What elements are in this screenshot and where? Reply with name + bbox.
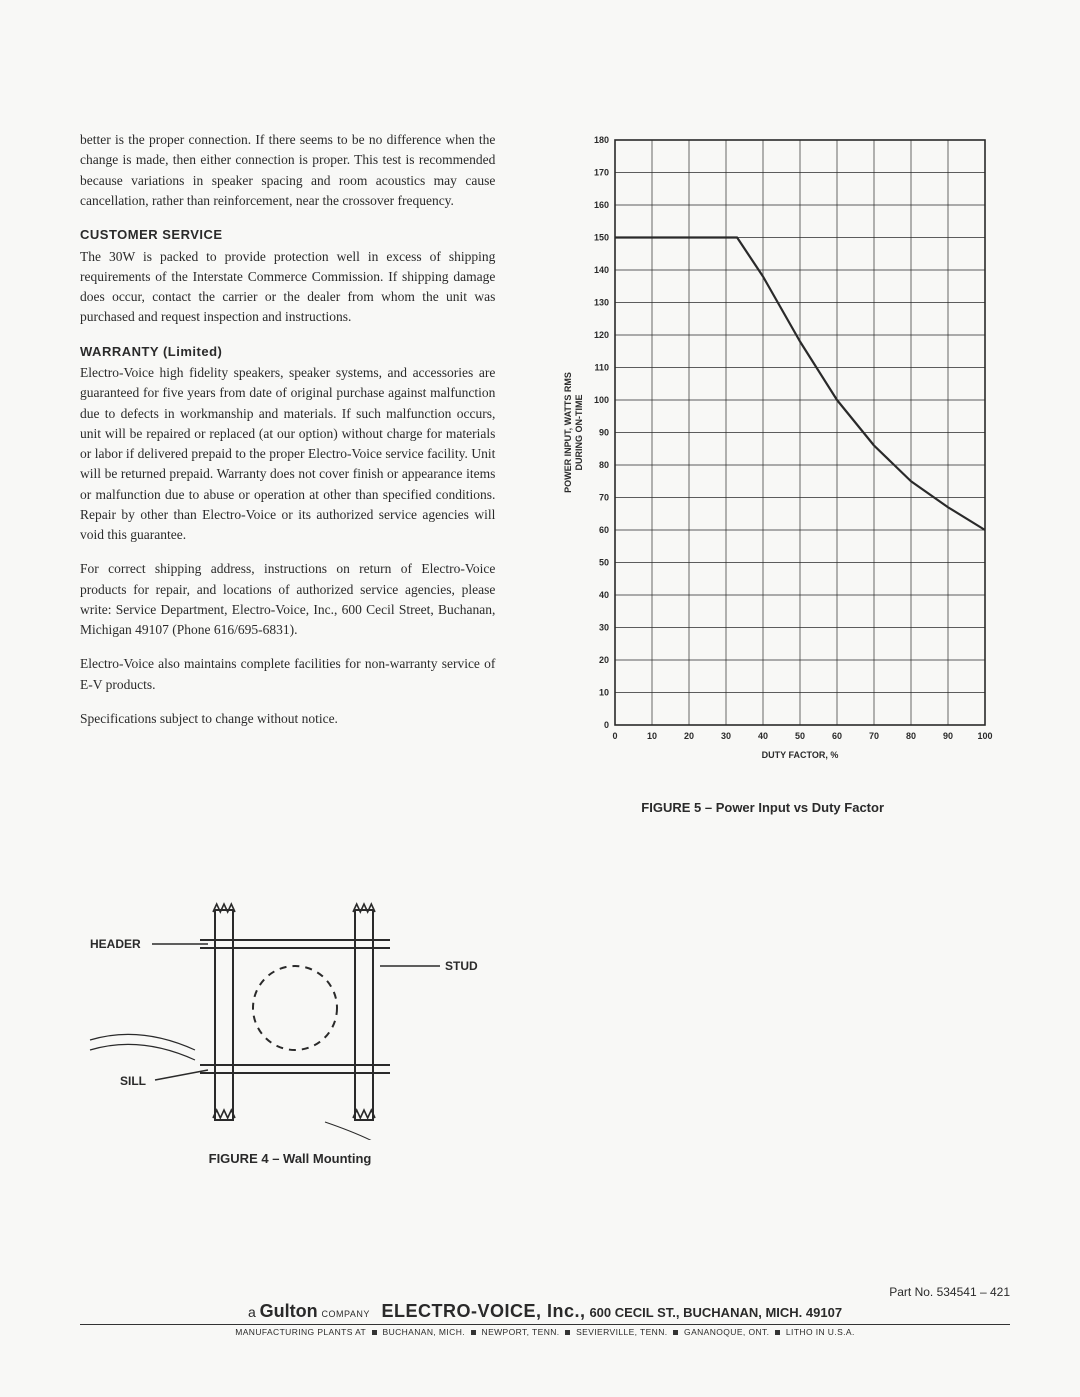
page-footer: Part No. 534541 – 421 a Gulton COMPANY E… xyxy=(80,1285,1010,1337)
svg-text:10: 10 xyxy=(599,688,609,698)
footer-plants-line: MANUFACTURING PLANTS AT BUCHANAN, MICH. … xyxy=(80,1327,1010,1337)
svg-text:70: 70 xyxy=(869,731,879,741)
main-columns: better is the proper connection. If ther… xyxy=(80,130,1000,815)
customer-service-heading: CUSTOMER SERVICE xyxy=(80,225,495,245)
figure5-chart: 0 10 20 30 40 50 60 70 80 90 100 0 10 20 30 40 50 60 70 80 9… xyxy=(555,130,995,780)
gulton-brand: Gulton xyxy=(260,1301,318,1321)
svg-text:100: 100 xyxy=(978,731,993,741)
svg-text:30: 30 xyxy=(599,623,609,633)
warranty-paragraph-2: For correct shipping address, instructio… xyxy=(80,559,495,640)
svg-text:90: 90 xyxy=(599,428,609,438)
warranty-heading: WARRANTY (Limited) xyxy=(80,342,495,362)
electro-voice-brand: ELECTRO-VOICE, Inc., xyxy=(382,1301,586,1321)
svg-text:DURING ON-TIME: DURING ON-TIME xyxy=(574,395,584,471)
svg-text:80: 80 xyxy=(599,460,609,470)
warranty-paragraph-1: Electro-Voice high fidelity speakers, sp… xyxy=(80,363,495,545)
svg-text:40: 40 xyxy=(758,731,768,741)
figure5-caption: FIGURE 5 – Power Input vs Duty Factor xyxy=(525,800,1000,815)
svg-text:120: 120 xyxy=(594,330,609,340)
svg-text:60: 60 xyxy=(832,731,842,741)
intro-paragraph: better is the proper connection. If ther… xyxy=(80,130,495,211)
footer-address: 600 CECIL ST., BUCHANAN, MICH. 49107 xyxy=(589,1305,842,1320)
wall-mounting-diagram: HEADER STUD SILL xyxy=(80,890,500,1140)
svg-text:0: 0 xyxy=(604,720,609,730)
svg-text:180: 180 xyxy=(594,135,609,145)
svg-text:50: 50 xyxy=(599,558,609,568)
svg-text:HEADER: HEADER xyxy=(90,937,141,951)
svg-text:170: 170 xyxy=(594,168,609,178)
svg-text:POWER INPUT, WATTS RMS: POWER INPUT, WATTS RMS xyxy=(563,372,573,493)
figure4-diagram: HEADER STUD SILL FIGURE 4 – Wall Mounting xyxy=(80,890,500,1170)
svg-text:20: 20 xyxy=(684,731,694,741)
right-chart-column: 0 10 20 30 40 50 60 70 80 90 100 0 10 20 30 40 50 60 70 80 9… xyxy=(525,130,1000,815)
svg-text:130: 130 xyxy=(594,298,609,308)
footer-main-line: a Gulton COMPANY ELECTRO-VOICE, Inc., 60… xyxy=(80,1301,1010,1325)
svg-text:20: 20 xyxy=(599,655,609,665)
svg-text:40: 40 xyxy=(599,590,609,600)
svg-text:10: 10 xyxy=(647,731,657,741)
svg-text:110: 110 xyxy=(595,363,610,373)
warranty-paragraph-3: Electro-Voice also maintains complete fa… xyxy=(80,654,495,695)
figure4-caption: FIGURE 4 – Wall Mounting xyxy=(80,1151,500,1166)
svg-text:100: 100 xyxy=(594,395,609,405)
part-number: Part No. 534541 – 421 xyxy=(80,1285,1010,1299)
svg-text:50: 50 xyxy=(795,731,805,741)
svg-text:160: 160 xyxy=(594,200,609,210)
footer-prefix-a: a xyxy=(248,1304,256,1320)
svg-text:150: 150 xyxy=(594,233,609,243)
document-page: better is the proper connection. If ther… xyxy=(0,0,1080,1397)
svg-text:30: 30 xyxy=(721,731,731,741)
svg-text:90: 90 xyxy=(943,731,953,741)
svg-text:SILL: SILL xyxy=(120,1074,146,1088)
svg-text:140: 140 xyxy=(594,265,609,275)
svg-text:STUD: STUD xyxy=(445,959,478,973)
left-text-column: better is the proper connection. If ther… xyxy=(80,130,495,815)
svg-text:DUTY FACTOR, %: DUTY FACTOR, % xyxy=(762,750,839,760)
svg-text:70: 70 xyxy=(599,493,609,503)
svg-text:60: 60 xyxy=(599,525,609,535)
customer-service-body: The 30W is packed to provide protection … xyxy=(80,247,495,328)
company-word: COMPANY xyxy=(322,1309,370,1319)
spec-change-note: Specifications subject to change without… xyxy=(80,709,495,729)
power-vs-duty-chart: 0 10 20 30 40 50 60 70 80 90 100 0 10 20 30 40 50 60 70 80 9… xyxy=(555,130,995,780)
svg-text:0: 0 xyxy=(613,731,618,741)
svg-text:80: 80 xyxy=(906,731,916,741)
